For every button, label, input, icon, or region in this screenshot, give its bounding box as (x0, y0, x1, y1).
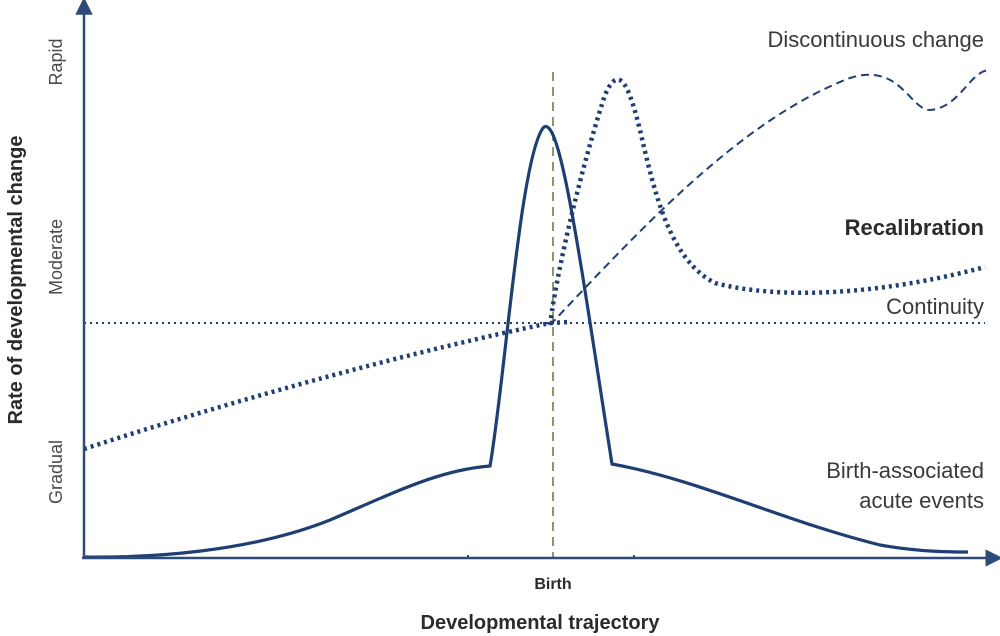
label-birth-events-line2: acute events (859, 488, 984, 513)
birth-associated-events-curve (83, 124, 969, 559)
y-level-rapid: Rapid (46, 38, 66, 85)
x-axis-title: Developmental trajectory (421, 612, 661, 634)
label-birth-events-line1: Birth-associated (826, 458, 984, 483)
y-level-moderate: Moderate (46, 219, 66, 295)
x-tick-birth: Birth (534, 576, 571, 593)
label-discontinuous-change: Discontinuous change (768, 27, 984, 52)
discontinuous-change-curve (549, 69, 991, 326)
label-continuity: Continuity (886, 294, 984, 319)
label-recalibration: Recalibration (845, 215, 984, 240)
recalibration-curve (83, 77, 986, 452)
y-level-gradual: Gradual (46, 440, 66, 504)
y-axis-title: Rate of developmental change (5, 136, 27, 425)
